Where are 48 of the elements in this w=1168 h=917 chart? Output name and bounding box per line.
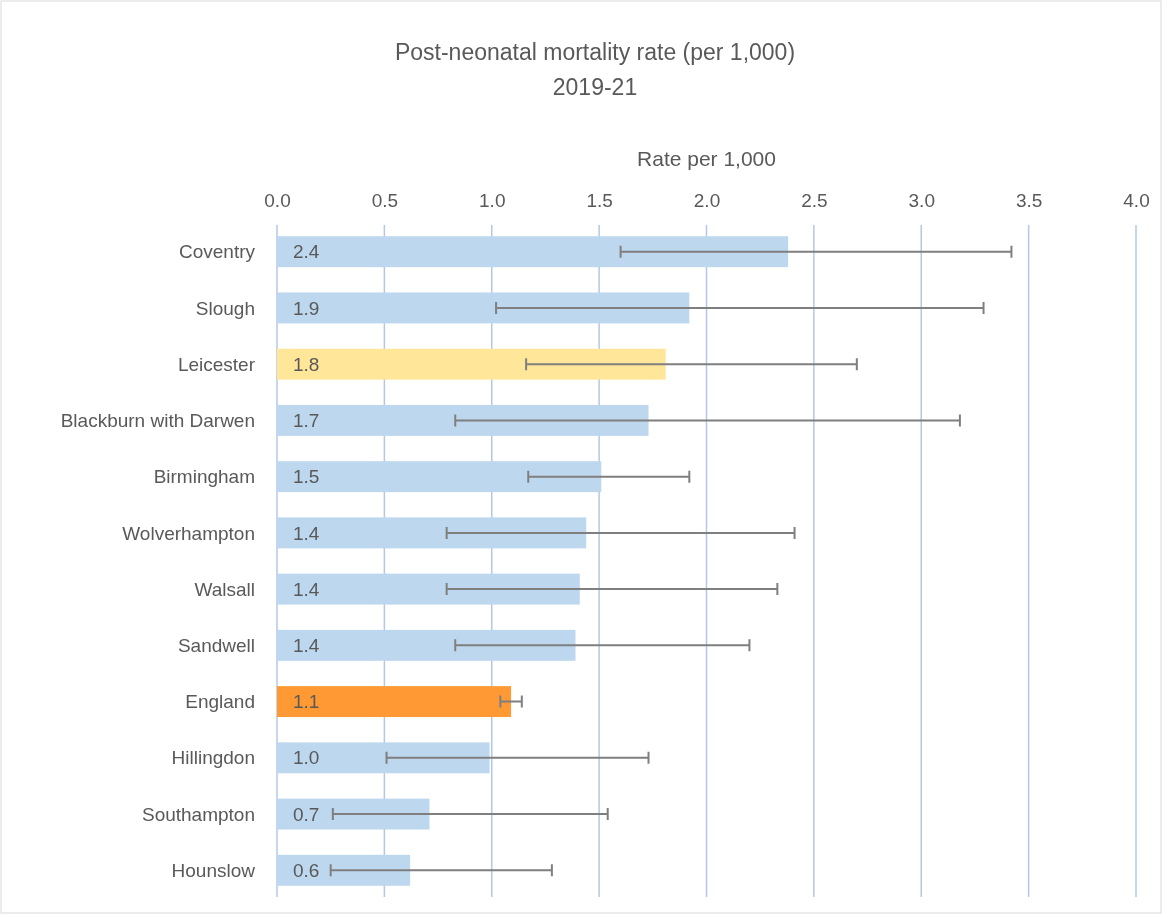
bar <box>277 292 690 324</box>
y-tick-label: Coventry <box>178 241 256 263</box>
x-tick-label: 1.0 <box>479 190 506 211</box>
y-tick-label: England <box>185 691 255 713</box>
data-label: 1.5 <box>293 466 320 488</box>
data-label: 1.7 <box>293 410 320 432</box>
data-label: 1.4 <box>293 578 320 600</box>
y-tick-label: Blackburn with Darwen <box>60 410 255 432</box>
data-label: 1.9 <box>293 297 320 319</box>
bar <box>277 742 490 774</box>
data-label: 1.4 <box>293 635 320 656</box>
x-tick-label: 3.0 <box>908 190 935 211</box>
x-tick-label: 0.0 <box>264 190 291 211</box>
bar <box>277 461 602 493</box>
bar <box>277 798 430 830</box>
y-tick-label: Hounslow <box>171 859 256 881</box>
x-tick-label: 2.0 <box>693 190 721 211</box>
data-label: 1.1 <box>293 691 320 713</box>
y-tick-label: Leicester <box>177 353 256 375</box>
chart-subtitle: 2019-21 <box>552 74 638 100</box>
x-tick-label: 1.5 <box>586 190 613 211</box>
y-tick-label: Wolverhampton <box>122 522 255 544</box>
bar <box>277 236 789 268</box>
data-label: 0.6 <box>293 859 320 881</box>
data-label: 1.4 <box>293 522 320 544</box>
y-tick-label: Slough <box>195 297 255 319</box>
bar <box>277 404 649 436</box>
bar <box>277 517 587 549</box>
x-tick-label: 3.5 <box>1015 190 1043 211</box>
x-axis-title: Rate per 1,000 <box>637 147 776 170</box>
x-tick-label: 0.5 <box>371 190 399 211</box>
bar <box>277 573 580 605</box>
y-tick-label: Sandwell <box>177 635 255 656</box>
bar <box>277 348 666 380</box>
y-tick-label: Birmingham <box>153 466 255 488</box>
bar <box>277 854 411 886</box>
data-label: 1.8 <box>293 353 320 375</box>
chart-title: Post-neonatal mortality rate (per 1,000) <box>394 39 796 65</box>
y-tick-label: Hillingdon <box>171 747 255 769</box>
data-label: 2.4 <box>293 241 320 263</box>
x-tick-label: 2.5 <box>801 190 828 211</box>
data-label: 1.0 <box>293 747 320 769</box>
x-tick-label: 4.0 <box>1123 190 1150 211</box>
data-label: 0.7 <box>293 803 320 825</box>
bar <box>277 686 512 718</box>
y-tick-label: Southampton <box>141 803 255 825</box>
bar <box>277 629 576 661</box>
y-tick-label: Walsall <box>194 578 255 600</box>
